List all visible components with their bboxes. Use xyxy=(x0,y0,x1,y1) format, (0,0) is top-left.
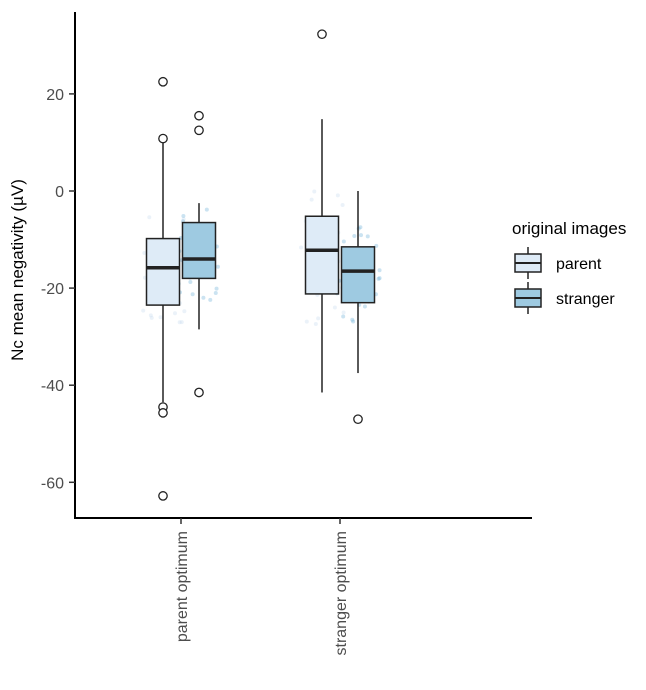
x-tick-label: stranger optimum xyxy=(333,531,350,656)
y-ticks: 20 0 -20 -40 -60 xyxy=(41,87,75,492)
outlier-point xyxy=(158,408,168,418)
x-ticks: parent optimum stranger optimum xyxy=(174,518,350,656)
jitter-point xyxy=(358,225,363,230)
jitter-point xyxy=(179,320,184,325)
jitter-point xyxy=(148,313,153,318)
box-stranger-0 xyxy=(181,110,217,398)
legend-label: stranger xyxy=(556,291,615,308)
legend-items: parent stranger xyxy=(514,247,615,314)
jitter-point xyxy=(365,234,370,239)
jitter-point xyxy=(182,309,187,314)
y-axis-title: Nc mean negativity (µV) xyxy=(8,179,27,361)
jitter-point xyxy=(208,297,213,302)
box-layer xyxy=(145,29,376,501)
outlier-point xyxy=(194,110,204,121)
jitter-point xyxy=(359,233,364,238)
jitter-point xyxy=(213,290,218,295)
box-iqr xyxy=(181,221,217,280)
jitter-point xyxy=(377,276,382,281)
outlier-point xyxy=(158,491,168,501)
jitter-point xyxy=(350,317,355,322)
outlier-point xyxy=(158,133,168,144)
y-tick-label: -40 xyxy=(41,378,64,395)
y-tick-label: -20 xyxy=(41,281,64,298)
jitter-point xyxy=(313,322,318,327)
jitter-point xyxy=(141,308,146,313)
jitter-point xyxy=(299,245,304,250)
jitter-point xyxy=(309,197,314,202)
jitter-point xyxy=(173,311,178,316)
y-tick-label: 0 xyxy=(55,184,64,201)
jitter-point xyxy=(181,213,186,218)
jitter-point xyxy=(340,202,345,207)
jitter-point xyxy=(142,250,147,255)
jitter-point xyxy=(341,310,346,315)
outlier-point xyxy=(194,387,204,398)
box-iqr xyxy=(145,237,181,306)
jitter-point xyxy=(304,319,309,324)
jitter-point xyxy=(352,233,357,238)
jitter-point xyxy=(362,304,367,309)
y-tick-label: 20 xyxy=(46,87,64,104)
jitter-point xyxy=(376,276,381,281)
jitter-point xyxy=(147,215,152,220)
jitter-point xyxy=(177,320,182,325)
y-tick-label: -60 xyxy=(41,475,64,492)
jitter-point xyxy=(374,243,379,248)
jitter-point xyxy=(316,316,321,321)
box-parent-0 xyxy=(145,76,181,501)
jitter-point xyxy=(201,295,206,300)
legend-label: parent xyxy=(556,256,602,273)
outlier-point xyxy=(158,76,168,87)
legend-title: original images xyxy=(512,219,626,238)
box-stranger-1 xyxy=(340,191,376,425)
jitter-point xyxy=(181,217,186,222)
legend-item-stranger: stranger xyxy=(514,282,615,314)
outlier-point xyxy=(194,125,204,136)
legend-item-parent: parent xyxy=(514,247,602,279)
jitter-point xyxy=(149,315,154,320)
box-iqr xyxy=(340,246,376,304)
legend: original images parent stranger xyxy=(512,219,626,314)
box-iqr xyxy=(304,215,340,295)
jitter-point xyxy=(214,286,219,291)
jitter-point xyxy=(190,292,195,297)
jitter-point xyxy=(377,268,382,273)
jitter-point xyxy=(188,279,193,284)
jitter-point xyxy=(341,314,346,319)
jitter-point xyxy=(215,264,220,269)
jitter-point xyxy=(335,193,340,198)
x-tick-label: parent optimum xyxy=(174,531,191,642)
outlier-point xyxy=(317,29,327,40)
jitter-point xyxy=(158,315,163,320)
outlier-point xyxy=(353,414,363,425)
jitter-point xyxy=(341,239,346,244)
jitter-point xyxy=(351,319,356,324)
jitter-point xyxy=(312,189,317,194)
box-parent-1 xyxy=(304,29,340,393)
jitter-point xyxy=(204,207,209,212)
jitter-point xyxy=(332,305,337,310)
